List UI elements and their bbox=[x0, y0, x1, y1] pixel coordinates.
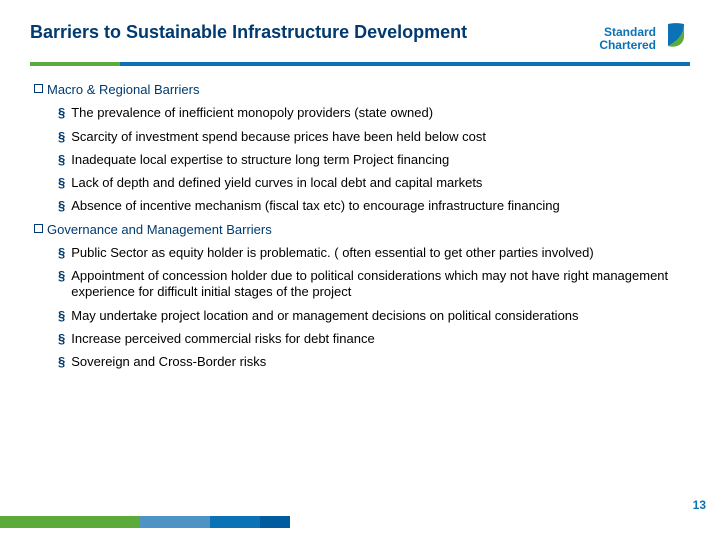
list-item: § Appointment of concession holder due to… bbox=[58, 268, 686, 301]
section-symbol-icon: § bbox=[58, 331, 65, 347]
footer-seg-darkblue bbox=[260, 516, 290, 528]
section-symbol-icon: § bbox=[58, 245, 65, 261]
brand-logo-line2: Chartered bbox=[599, 39, 656, 52]
section-symbol-icon: § bbox=[58, 175, 65, 191]
brand-logo: Standard Chartered bbox=[599, 22, 690, 56]
section-heading-text: Macro & Regional Barriers bbox=[47, 82, 199, 98]
divider-blue bbox=[120, 62, 690, 66]
section-symbol-icon: § bbox=[58, 308, 65, 324]
bullet-list: § The prevalence of inefficient monopoly … bbox=[58, 105, 686, 214]
list-item: § Inadequate local expertise to structure… bbox=[58, 152, 686, 168]
brand-logo-text: Standard Chartered bbox=[599, 26, 656, 52]
footer-seg-lightblue bbox=[140, 516, 210, 528]
list-item: § Sovereign and Cross-Border risks bbox=[58, 354, 686, 370]
slide-title: Barriers to Sustainable Infrastructure D… bbox=[30, 22, 467, 43]
square-bullet-icon bbox=[34, 224, 43, 233]
bullet-text: May undertake project location and or ma… bbox=[71, 308, 686, 324]
footer-color-bar bbox=[0, 516, 720, 528]
bullet-list: § Public Sector as equity holder is probl… bbox=[58, 245, 686, 371]
bullet-text: Public Sector as equity holder is proble… bbox=[71, 245, 686, 261]
section-symbol-icon: § bbox=[58, 198, 65, 214]
footer-seg-blue bbox=[210, 516, 260, 528]
bullet-text: Lack of depth and defined yield curves i… bbox=[71, 175, 686, 191]
bullet-text: Sovereign and Cross-Border risks bbox=[71, 354, 686, 370]
bullet-text: Inadequate local expertise to structure … bbox=[71, 152, 686, 168]
brand-mark-icon bbox=[662, 22, 690, 56]
list-item: § Increase perceived commercial risks for… bbox=[58, 331, 686, 347]
square-bullet-icon bbox=[34, 84, 43, 93]
page-number: 13 bbox=[693, 498, 706, 512]
slide-content: Macro & Regional Barriers § The prevalenc… bbox=[0, 66, 720, 370]
list-item: § The prevalence of inefficient monopoly … bbox=[58, 105, 686, 121]
section-symbol-icon: § bbox=[58, 129, 65, 145]
list-item: § Lack of depth and defined yield curves … bbox=[58, 175, 686, 191]
section-symbol-icon: § bbox=[58, 268, 65, 284]
section-heading-text: Governance and Management Barriers bbox=[47, 222, 272, 238]
list-item: § Absence of incentive mechanism (fiscal … bbox=[58, 198, 686, 214]
list-item: § May undertake project location and or m… bbox=[58, 308, 686, 324]
section-symbol-icon: § bbox=[58, 105, 65, 121]
bullet-text: Increase perceived commercial risks for … bbox=[71, 331, 686, 347]
footer-seg-green bbox=[0, 516, 140, 528]
section-symbol-icon: § bbox=[58, 354, 65, 370]
bullet-text: Absence of incentive mechanism (fiscal t… bbox=[71, 198, 686, 214]
divider-green bbox=[30, 62, 120, 66]
header: Barriers to Sustainable Infrastructure D… bbox=[0, 0, 720, 62]
slide: Barriers to Sustainable Infrastructure D… bbox=[0, 0, 720, 540]
section-symbol-icon: § bbox=[58, 152, 65, 168]
bullet-text: Appointment of concession holder due to … bbox=[71, 268, 686, 301]
list-item: § Scarcity of investment spend because pr… bbox=[58, 129, 686, 145]
footer-seg-blank bbox=[290, 516, 720, 528]
list-item: § Public Sector as equity holder is probl… bbox=[58, 245, 686, 261]
section-heading: Governance and Management Barriers bbox=[34, 222, 686, 238]
section-heading: Macro & Regional Barriers bbox=[34, 82, 686, 98]
title-divider bbox=[0, 62, 720, 66]
bullet-text: Scarcity of investment spend because pri… bbox=[71, 129, 686, 145]
bullet-text: The prevalence of inefficient monopoly p… bbox=[71, 105, 686, 121]
